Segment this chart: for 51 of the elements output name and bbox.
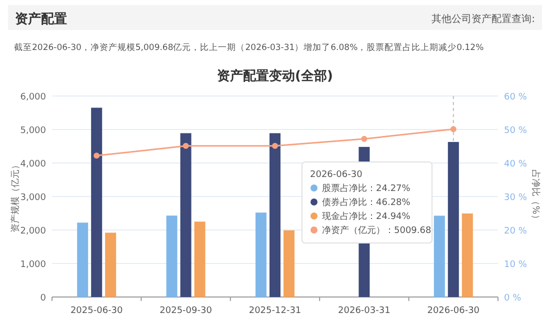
annotation: ：24.27% xyxy=(367,184,411,194)
x-tick-label: 2025-09-30 xyxy=(160,306,212,316)
bar xyxy=(105,232,116,297)
point xyxy=(182,142,189,149)
x-tick-label: 2025-06-30 xyxy=(70,306,124,316)
bar xyxy=(270,133,280,297)
legend-label: 股票占净比 xyxy=(322,183,367,194)
y-tick-label: 6,000 xyxy=(20,92,46,102)
y-tick-label: 3,000 xyxy=(20,193,46,203)
y-tick-label: 2,000 xyxy=(20,226,46,236)
text: 资产配置 xyxy=(15,11,67,27)
y-tick-label: 4,000 xyxy=(20,160,46,170)
y2-tick-label: 20 % xyxy=(504,226,528,236)
point xyxy=(450,126,456,132)
bar xyxy=(194,222,206,297)
annotation: ：24.94% xyxy=(367,212,411,222)
bar xyxy=(462,213,473,297)
y2-tick-label: 10 % xyxy=(504,260,528,270)
point xyxy=(272,142,278,149)
y2-tick-label: 30 % xyxy=(504,193,528,203)
legend-label: 净资产（亿元） xyxy=(322,225,385,236)
x-tick-label: 2025-12-31 xyxy=(248,306,302,316)
text: 其他公司资产配置查询: xyxy=(432,13,535,25)
bar xyxy=(166,216,178,297)
bar xyxy=(434,216,445,297)
x-tick-label: 2026-06-30 xyxy=(427,306,480,316)
chart-subtitle: 截至2026-06-30，净资产规模5,009.68亿元，比上一期（2026-03-31）增加了6.08%，股票配置占比上期减少0.12% xyxy=(14,42,484,53)
y-tick-label: 1,000 xyxy=(20,260,46,270)
y-tick-label: 5,000 xyxy=(20,126,46,136)
annotation: ：46.28% xyxy=(367,198,411,208)
bar xyxy=(77,222,88,297)
annotation: ：5009.68 xyxy=(385,226,432,236)
y2-axis-title: 占净比（%） xyxy=(530,170,541,224)
point xyxy=(94,152,100,159)
legend-label: 现金占净比 xyxy=(322,211,367,222)
chart-title: 资产配置变动(全部) xyxy=(217,68,333,84)
bar xyxy=(91,108,102,297)
y2-tick-label: 60 % xyxy=(504,92,528,102)
bar xyxy=(284,230,294,297)
bar xyxy=(448,142,459,297)
bar xyxy=(256,212,266,297)
y-tick-label: 0 xyxy=(40,294,46,304)
bar xyxy=(180,133,192,297)
y2-tick-label: 0 % xyxy=(504,294,522,304)
legend-label: 债券占净比 xyxy=(322,197,367,208)
x-tick-label: 2026-03-31 xyxy=(338,306,390,316)
y2-tick-label: 40 % xyxy=(504,160,528,170)
legend-title: 2026-06-30 xyxy=(310,170,363,180)
y-axis-title: 资产规模（亿元） xyxy=(10,160,21,232)
point xyxy=(361,136,368,142)
y2-tick-label: 50 % xyxy=(504,126,528,136)
